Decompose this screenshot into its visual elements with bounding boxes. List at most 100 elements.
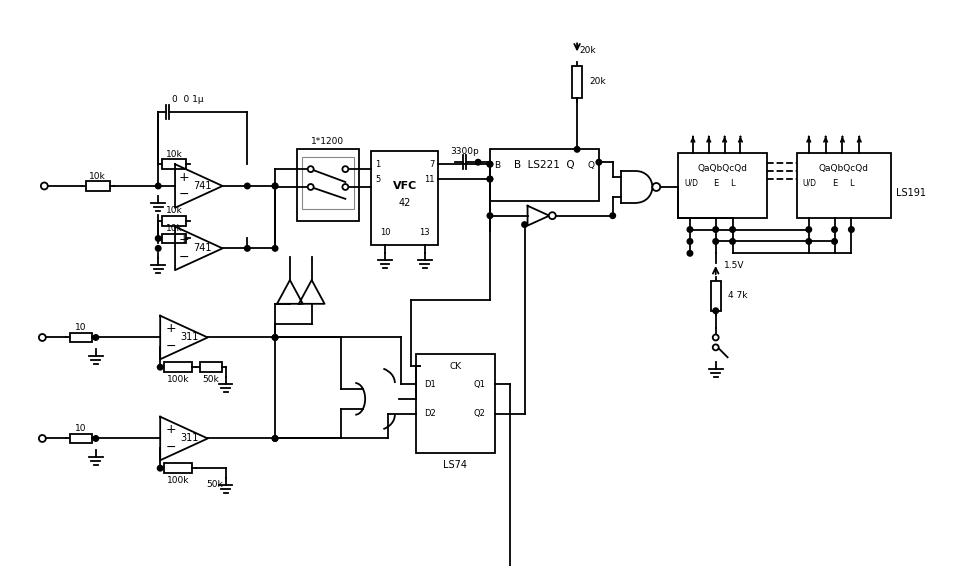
Bar (162, 233, 185, 244)
Text: +: + (179, 233, 189, 246)
Polygon shape (527, 206, 550, 225)
Text: L: L (849, 179, 854, 188)
Circle shape (522, 222, 527, 228)
Text: 10: 10 (380, 228, 390, 237)
Text: E: E (713, 179, 719, 188)
Bar (162, 216, 185, 225)
Text: −: − (166, 340, 177, 353)
Bar (301, 157, 355, 209)
Text: 10k: 10k (166, 150, 183, 159)
Text: 100k: 100k (167, 374, 189, 384)
Circle shape (487, 213, 493, 218)
Text: 10k: 10k (90, 172, 106, 180)
Circle shape (687, 227, 693, 232)
Text: LS74: LS74 (443, 460, 468, 470)
Circle shape (610, 213, 615, 218)
Bar (711, 281, 721, 311)
Text: 13: 13 (419, 228, 430, 237)
Circle shape (272, 335, 278, 340)
Text: 100k: 100k (167, 476, 189, 485)
Text: 741: 741 (193, 244, 212, 253)
Circle shape (713, 335, 719, 340)
Polygon shape (175, 164, 222, 208)
Text: +: + (179, 171, 189, 184)
Text: D1: D1 (424, 380, 436, 389)
Circle shape (832, 227, 838, 232)
Text: QaQbQcQd: QaQbQcQd (697, 164, 748, 172)
Text: +: + (166, 423, 177, 436)
Circle shape (272, 246, 278, 251)
Circle shape (687, 238, 693, 244)
Polygon shape (160, 417, 208, 460)
Text: −: − (179, 188, 189, 201)
Text: 50k: 50k (202, 374, 219, 384)
Circle shape (806, 238, 811, 244)
Text: B: B (494, 160, 500, 170)
Text: 4 7k: 4 7k (727, 291, 747, 300)
Bar (371, 151, 439, 245)
Text: 1: 1 (375, 160, 381, 168)
Bar (164, 463, 192, 473)
Text: D2: D2 (424, 409, 436, 418)
Text: −: − (166, 441, 177, 454)
Circle shape (272, 335, 278, 340)
Circle shape (729, 227, 735, 232)
Circle shape (157, 465, 163, 471)
Circle shape (549, 212, 555, 219)
Bar (678, 153, 767, 218)
Circle shape (308, 184, 314, 190)
Circle shape (308, 166, 314, 172)
Text: 5: 5 (375, 175, 381, 184)
Bar (71, 434, 92, 443)
Circle shape (156, 246, 161, 251)
Text: 11: 11 (424, 175, 435, 184)
Text: 3300p: 3300p (450, 147, 478, 156)
Polygon shape (298, 280, 325, 304)
Circle shape (487, 176, 493, 182)
Text: U/D: U/D (684, 179, 698, 188)
Circle shape (244, 246, 250, 251)
Circle shape (93, 436, 99, 441)
Text: 50k: 50k (207, 480, 223, 489)
Text: 10k: 10k (166, 224, 183, 233)
Circle shape (157, 364, 163, 370)
Text: +: + (166, 322, 177, 335)
Circle shape (596, 159, 602, 165)
Circle shape (713, 227, 719, 232)
Circle shape (848, 227, 854, 232)
Circle shape (93, 335, 99, 340)
Circle shape (475, 159, 481, 165)
Circle shape (156, 183, 161, 189)
Text: 1*1200: 1*1200 (311, 137, 344, 146)
Text: 7: 7 (429, 160, 435, 168)
Text: 0  0 1μ: 0 0 1μ (172, 96, 204, 104)
Text: 10k: 10k (166, 206, 183, 215)
Polygon shape (160, 316, 208, 359)
Text: 42: 42 (399, 198, 411, 208)
Circle shape (575, 147, 580, 152)
Text: E: E (832, 179, 838, 188)
Circle shape (487, 176, 493, 182)
Text: LS191: LS191 (895, 188, 926, 198)
Circle shape (41, 183, 47, 189)
Circle shape (806, 227, 811, 232)
Text: Q: Q (588, 160, 595, 170)
Text: CK: CK (449, 362, 462, 370)
Text: 741: 741 (193, 181, 212, 191)
Bar (162, 159, 185, 169)
Bar (297, 149, 359, 221)
Circle shape (729, 238, 735, 244)
Text: 1.5V: 1.5V (724, 261, 744, 270)
Circle shape (687, 250, 693, 256)
Polygon shape (175, 226, 222, 270)
Text: L: L (730, 179, 735, 188)
Text: −: − (179, 251, 189, 264)
Text: Q1: Q1 (473, 380, 485, 389)
Circle shape (272, 183, 278, 189)
Text: 311: 311 (181, 332, 199, 343)
Circle shape (652, 183, 660, 191)
Circle shape (487, 162, 493, 167)
Bar (86, 181, 110, 191)
Text: QaQbQcQd: QaQbQcQd (818, 164, 868, 172)
Polygon shape (277, 280, 302, 304)
